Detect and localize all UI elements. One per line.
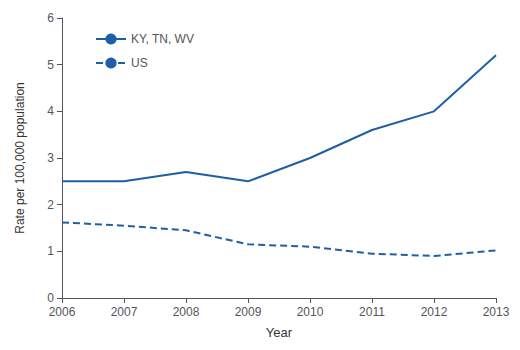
svg-text:2006: 2006 [49, 305, 76, 319]
svg-text:2: 2 [47, 198, 54, 212]
svg-text:2008: 2008 [173, 305, 200, 319]
svg-text:KY, TN, WV: KY, TN, WV [131, 32, 194, 46]
svg-text:4: 4 [47, 104, 54, 118]
svg-text:5: 5 [47, 58, 54, 72]
svg-text:2012: 2012 [421, 305, 448, 319]
svg-text:2011: 2011 [359, 305, 385, 319]
svg-text:1: 1 [47, 244, 54, 258]
svg-text:2010: 2010 [297, 305, 324, 319]
svg-text:2013: 2013 [483, 305, 510, 319]
svg-text:3: 3 [47, 151, 54, 165]
svg-text:Rate per 100,000 population: Rate per 100,000 population [13, 82, 27, 233]
svg-text:US: US [131, 56, 148, 70]
svg-text:2007: 2007 [111, 305, 138, 319]
svg-text:0: 0 [47, 291, 54, 305]
svg-text:2009: 2009 [235, 305, 262, 319]
svg-text:6: 6 [47, 11, 54, 25]
svg-text:Year: Year [266, 325, 293, 340]
